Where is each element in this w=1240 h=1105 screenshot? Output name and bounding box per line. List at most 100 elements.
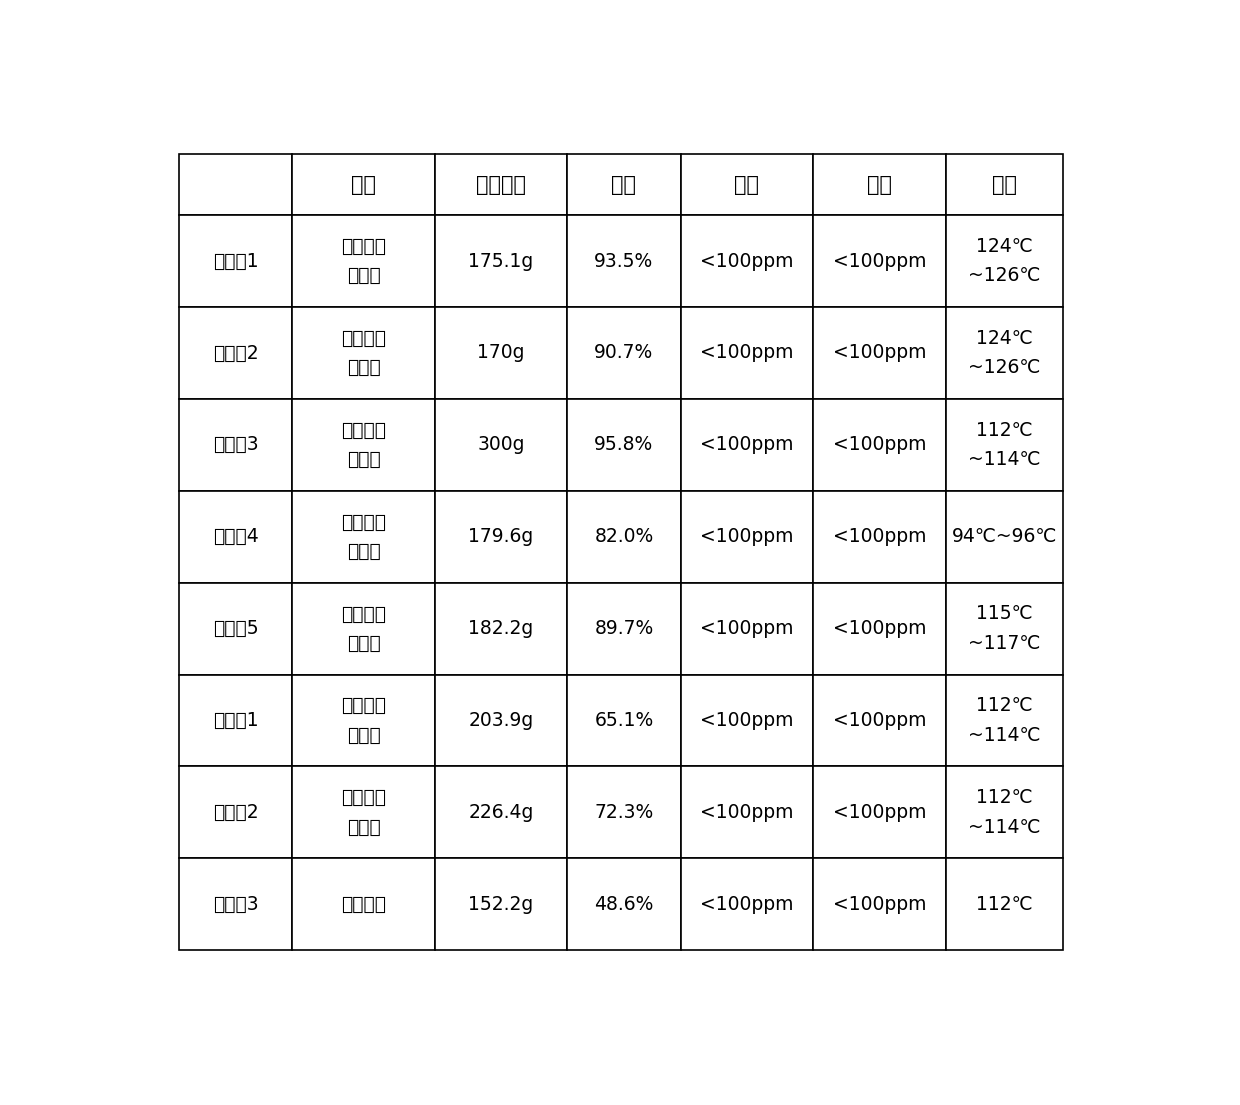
Text: 实施例3: 实施例3	[213, 435, 258, 454]
Text: 65.1%: 65.1%	[594, 711, 653, 730]
Text: 82.0%: 82.0%	[594, 527, 653, 546]
Text: 95.8%: 95.8%	[594, 435, 653, 454]
Bar	[946, 674, 1063, 767]
Bar	[813, 674, 946, 767]
Bar	[813, 154, 946, 215]
Text: 双氟磺酰: 双氟磺酰	[341, 895, 386, 914]
Text: <100ppm: <100ppm	[701, 252, 794, 271]
Text: 203.9g: 203.9g	[469, 711, 533, 730]
Text: <100ppm: <100ppm	[833, 435, 926, 454]
Text: <100ppm: <100ppm	[833, 895, 926, 914]
Text: 124℃: 124℃	[976, 329, 1033, 348]
Text: <100ppm: <100ppm	[833, 527, 926, 546]
Bar	[946, 582, 1063, 674]
Bar	[567, 154, 681, 215]
Text: <100ppm: <100ppm	[833, 252, 926, 271]
Bar	[681, 307, 813, 399]
Bar	[435, 399, 567, 491]
Text: 双氟磺酰: 双氟磺酰	[341, 236, 386, 256]
Bar	[567, 399, 681, 491]
Bar	[435, 215, 567, 307]
Bar	[681, 491, 813, 582]
Bar	[813, 307, 946, 399]
Text: <100ppm: <100ppm	[833, 711, 926, 730]
Bar	[435, 859, 567, 950]
Text: 93.5%: 93.5%	[594, 252, 653, 271]
Text: 112℃: 112℃	[976, 788, 1033, 808]
Bar	[681, 582, 813, 674]
Bar	[946, 767, 1063, 859]
Text: 182.2g: 182.2g	[469, 619, 533, 639]
Bar	[179, 767, 293, 859]
Text: 产物质量: 产物质量	[476, 175, 526, 194]
Text: 双氟磺酰: 双氟磺酰	[341, 513, 386, 532]
Bar	[435, 582, 567, 674]
Text: <100ppm: <100ppm	[833, 803, 926, 822]
Text: 产率: 产率	[611, 175, 636, 194]
Bar	[813, 399, 946, 491]
Bar	[435, 674, 567, 767]
Text: 226.4g: 226.4g	[469, 803, 533, 822]
Text: <100ppm: <100ppm	[833, 344, 926, 362]
Bar	[179, 674, 293, 767]
Bar	[813, 859, 946, 950]
Bar	[179, 859, 293, 950]
Bar	[293, 859, 435, 950]
Text: 112℃: 112℃	[976, 696, 1033, 715]
Bar	[435, 491, 567, 582]
Text: ~114℃: ~114℃	[968, 450, 1040, 469]
Text: 对比例3: 对比例3	[213, 895, 258, 914]
Bar	[813, 491, 946, 582]
Bar	[293, 674, 435, 767]
Text: 水分: 水分	[734, 175, 759, 194]
Text: 72.3%: 72.3%	[594, 803, 653, 822]
Bar	[293, 215, 435, 307]
Bar	[567, 491, 681, 582]
Bar	[567, 215, 681, 307]
Text: 双氟磺酰: 双氟磺酰	[341, 604, 386, 623]
Bar	[946, 399, 1063, 491]
Bar	[293, 307, 435, 399]
Bar	[179, 399, 293, 491]
Bar	[946, 859, 1063, 950]
Text: 对比例2: 对比例2	[213, 803, 258, 822]
Bar	[435, 767, 567, 859]
Text: 酸値: 酸値	[867, 175, 892, 194]
Text: 94℃~96℃: 94℃~96℃	[952, 527, 1058, 546]
Bar	[567, 582, 681, 674]
Text: 152.2g: 152.2g	[469, 895, 533, 914]
Text: ~126℃: ~126℃	[968, 266, 1040, 285]
Bar	[179, 154, 293, 215]
Text: <100ppm: <100ppm	[701, 435, 794, 454]
Text: 亚胺锤: 亚胺锤	[347, 358, 381, 377]
Text: 亚胺钐: 亚胺钐	[347, 818, 381, 836]
Bar	[946, 491, 1063, 582]
Bar	[179, 582, 293, 674]
Bar	[681, 399, 813, 491]
Text: 170g: 170g	[477, 344, 525, 362]
Bar	[681, 674, 813, 767]
Bar	[567, 307, 681, 399]
Bar	[946, 154, 1063, 215]
Text: ~117℃: ~117℃	[968, 634, 1040, 653]
Bar	[179, 307, 293, 399]
Text: 双氟磺酰: 双氟磺酰	[341, 788, 386, 808]
Text: ~126℃: ~126℃	[968, 358, 1040, 377]
Bar	[293, 767, 435, 859]
Text: 双氟磺酰: 双氟磺酰	[341, 696, 386, 715]
Bar	[681, 154, 813, 215]
Text: 115℃: 115℃	[976, 604, 1033, 623]
Text: 实施例2: 实施例2	[213, 344, 258, 362]
Text: 175.1g: 175.1g	[469, 252, 533, 271]
Bar	[179, 491, 293, 582]
Text: ~114℃: ~114℃	[968, 818, 1040, 836]
Bar	[293, 491, 435, 582]
Text: <100ppm: <100ppm	[701, 711, 794, 730]
Text: 179.6g: 179.6g	[469, 527, 533, 546]
Text: 300g: 300g	[477, 435, 525, 454]
Text: <100ppm: <100ppm	[701, 619, 794, 639]
Text: <100ppm: <100ppm	[833, 619, 926, 639]
Bar	[681, 859, 813, 950]
Bar	[293, 399, 435, 491]
Text: <100ppm: <100ppm	[701, 527, 794, 546]
